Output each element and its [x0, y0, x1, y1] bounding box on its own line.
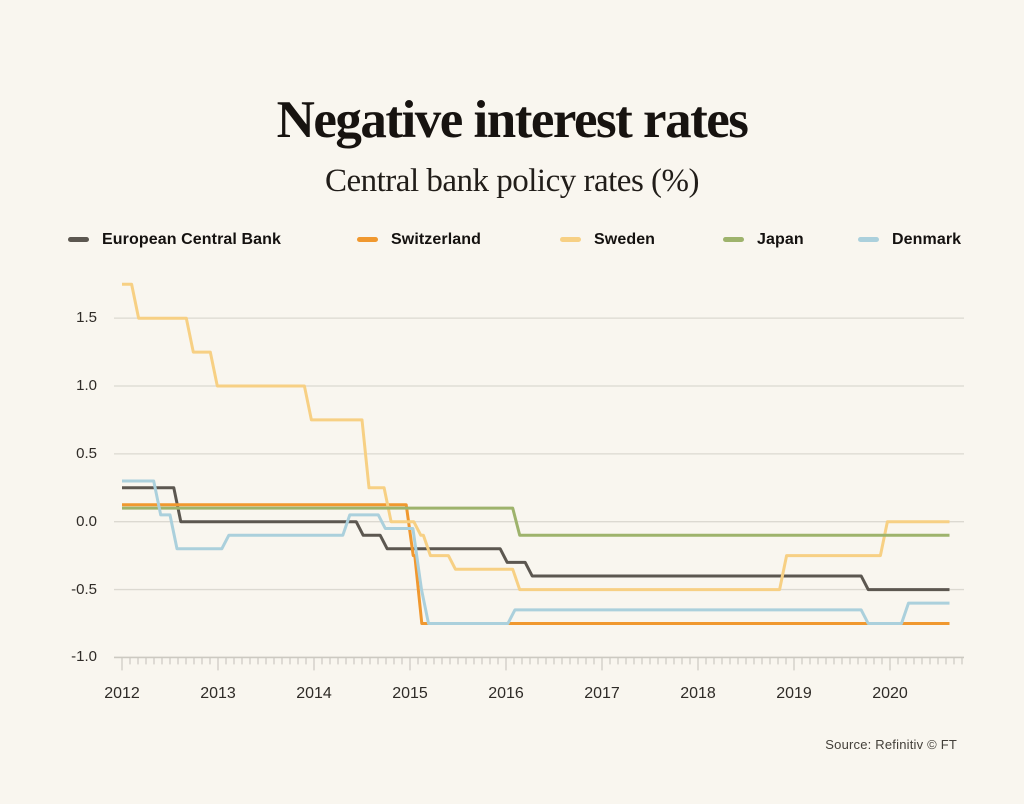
y-tick-label: 1.0	[76, 377, 97, 394]
legend-item-denmark: Denmark	[858, 230, 961, 249]
legend-label: European Central Bank	[102, 231, 282, 248]
x-tick-label: 2014	[296, 685, 332, 702]
x-tick-label: 2012	[104, 685, 140, 702]
legend-item-switzerland: Switzerland	[357, 230, 481, 249]
x-tick-label: 2019	[776, 685, 812, 702]
legend-label: Denmark	[892, 231, 962, 248]
x-tick-label: 2013	[200, 685, 236, 702]
x-tick-label: 2018	[680, 685, 716, 702]
legend-swatch	[68, 237, 89, 242]
legend-label: Japan	[757, 231, 804, 248]
y-tick-label: -0.5	[71, 580, 97, 598]
y-tick-label: 0.5	[76, 444, 97, 462]
legend-item-japan: Japan	[723, 230, 804, 249]
x-tick-label: 2017	[584, 685, 620, 702]
legend-swatch	[357, 237, 378, 242]
legend-swatch	[723, 237, 744, 242]
x-tick-label: 2016	[488, 685, 524, 702]
series-line-switzerland	[122, 503, 950, 625]
series-line-sweden	[122, 282, 950, 592]
legend: European Central Bank Switzerland Sweden…	[0, 230, 1024, 250]
legend-label: Switzerland	[391, 231, 482, 248]
legend-item-sweden: Sweden	[560, 230, 655, 249]
y-tick-label: -1.0	[71, 648, 97, 666]
legend-item-ecb: European Central Bank	[68, 230, 281, 249]
series-line-japan	[122, 506, 950, 537]
y-tick-label: 0.0	[76, 512, 97, 530]
legend-label: Sweden	[594, 231, 656, 248]
series-line-denmark	[122, 479, 950, 625]
series-line-european-central-bank	[122, 486, 950, 592]
page-subtitle: Central bank policy rates (%)	[324, 163, 700, 200]
legend-swatch	[560, 237, 581, 242]
x-tick-label: 2015	[392, 685, 428, 702]
page-title: Negative interest rates	[276, 90, 749, 149]
source-note: Source: Refinitiv © FT	[825, 737, 957, 752]
x-tick-label: 2020	[872, 685, 908, 702]
legend-swatch	[858, 237, 879, 242]
y-tick-label: 1.5	[76, 309, 97, 327]
